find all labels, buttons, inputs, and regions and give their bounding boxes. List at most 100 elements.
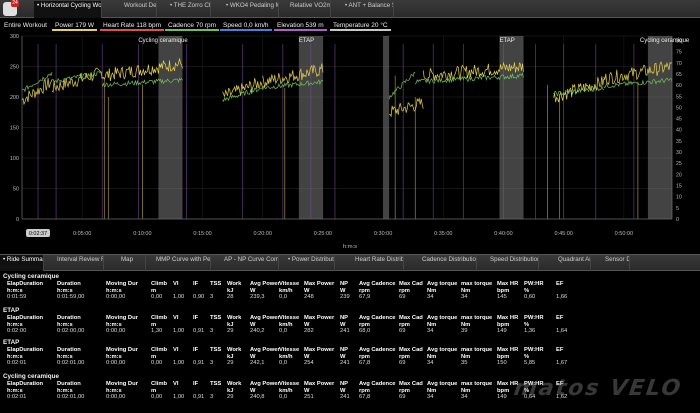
summary-header-cell: Max Cad [399, 315, 423, 321]
summary-value-cell: 0:02:01 [7, 360, 27, 366]
summary-value-cell: 0,00 [151, 294, 163, 300]
summary-row: ElapDuration Duration Moving Dur Climb VI IF T… [3, 281, 693, 288]
summary-row: 0:02:01 0:02:01,00 0:00,00 0,00 1,00 0,91 3 29 2… [3, 394, 693, 401]
summary-value-cell: 29 [227, 360, 234, 366]
summary-block-title: ETAP [3, 339, 20, 346]
summary-value-cell: 0:00,00 [106, 360, 126, 366]
tab-cadence-distribution[interactable]: Cadence Distribution Chart [419, 255, 477, 272]
tab-ap-np-curve[interactable]: AP - NP Curve Comparison [221, 255, 279, 272]
power-series [262, 63, 324, 88]
summary-header-cell: Moving Dur [106, 347, 138, 353]
summary-value-cell: 145 [497, 294, 507, 300]
summary-value-cell: 1,00 [173, 394, 185, 400]
summary-header-cell: Max Cad [399, 347, 423, 353]
summary-unit-cell: kJ [227, 353, 234, 360]
summary-row: 0:02:00 0:02:00,00 0:00,00 1,30 1,00 0,91 3 29 2… [3, 328, 693, 335]
summary-unit-cell: m [151, 287, 157, 294]
power-series [51, 67, 103, 93]
top-tab-bar: 24 • Horizontal Cycling Workout Pack DEF… [0, 0, 700, 18]
summary-unit-cell: Nm [461, 353, 471, 360]
summary-value-cell: 69 [399, 360, 406, 366]
tab-sensor-data[interactable]: Sensor Data [602, 255, 630, 272]
power-series [603, 61, 673, 86]
summary-value-cell: 0,00 [151, 360, 163, 366]
tab-ant-balance[interactable]: • ANT + Balance Scatter Plot [342, 1, 394, 18]
legend-temperature[interactable]: Temperature 20 °C [330, 21, 391, 31]
chart-grid [22, 35, 672, 220]
left-tick-label: 100 [10, 156, 19, 162]
summary-header-cell: TSS [210, 347, 222, 353]
chart-series [21, 58, 673, 219]
summary-header-cell: ElapDuration [7, 281, 44, 287]
summary-header-cell: NP [340, 315, 349, 321]
tab-wko4-pedaling[interactable]: • WKO4 Pedaling Metrics Pack [223, 1, 279, 18]
summary-value-cell: 35 [461, 360, 468, 366]
tab-quadrant-analysis[interactable]: Quadrant Analysis [555, 255, 591, 272]
tab-zorro-chart[interactable]: • THE Zorro Chart [167, 1, 211, 18]
summary-value-cell: 0,64 [524, 394, 536, 400]
summary-header-cell: Avg torque [427, 281, 458, 287]
left-tick-label: 50 [13, 187, 19, 193]
legend-power[interactable]: Power 179 W [52, 21, 98, 31]
summary-value-cell: 28 [227, 294, 234, 300]
summary-header-cell: Max HR [497, 281, 519, 287]
summary-unit-cell: W [304, 387, 310, 394]
legend-heart-rate[interactable]: Heart Rate 118 bpm [100, 21, 165, 31]
summary-unit-cell: Nm [427, 387, 437, 394]
right-tick-label: 55 [676, 94, 682, 100]
right-tick-label: 15 [676, 184, 682, 190]
tab-ride-summary[interactable]: • Ride Summary [0, 255, 44, 272]
tab-speed-distribution[interactable]: Speed Distribution Chart [487, 255, 539, 272]
power-series [222, 78, 264, 98]
summary-unit-cell: h:m:s [106, 387, 122, 394]
summary-value-cell: 0:02:00,00 [57, 328, 85, 334]
chart-svg: 3002502001501005008075706560555045403530… [10, 34, 690, 250]
tab-mmp-curve[interactable]: MMP Curve with Peaks Chart [153, 255, 211, 272]
summary-value-cell: 3 [210, 360, 214, 366]
summary-value-cell: 1,36 [524, 328, 536, 334]
summary-unit-cell: h:m:s [57, 387, 73, 394]
tab-interval-review[interactable]: Interval Review Report [54, 255, 104, 272]
summary-header-cell: max torque [461, 281, 493, 287]
tab-horizontal-cycling[interactable]: • Horizontal Cycling Workout Pack DEFAUL… [34, 1, 102, 18]
app-icon[interactable]: 24 [3, 0, 19, 16]
summary-header-cell: Work [227, 381, 242, 387]
legend-speed[interactable]: Speed 0,0 km/h [220, 21, 272, 31]
summary-header-cell: VI [173, 347, 179, 353]
summary-header-cell: EF [556, 381, 564, 387]
tab-relative-vo2max[interactable]: Relative VO2max Chart [287, 1, 331, 18]
summary-value-cell: 67,9 [359, 294, 371, 300]
time-tick-label: 0:45:00 [554, 231, 572, 237]
summary-value-cell: 69 [399, 328, 406, 334]
summary-header-cell: Avg torque [427, 381, 458, 387]
summary-row: ElapDuration Duration Moving Dur Climb VI IF T… [3, 381, 693, 388]
cadence-series [388, 71, 416, 100]
summary-header-cell: Duration [57, 315, 81, 321]
summary-unit-cell: h:m:s [7, 287, 23, 294]
summary-value-cell: 0:01:59,00 [57, 294, 85, 300]
summary-unit-cell: h:m:s [7, 387, 23, 394]
summary-header-cell: Avg Cadence [359, 381, 396, 387]
summary-header-cell: Max HR [497, 347, 519, 353]
summary-value-cell: 67,8 [359, 360, 371, 366]
tab-power-distribution[interactable]: • Power Distribution Chart [285, 255, 335, 272]
summary-value-cell: 149 [497, 394, 507, 400]
summary-header-cell: Max Power [304, 347, 335, 353]
summary-unit-cell: W [250, 353, 256, 360]
summary-block: ETAP ElapDuration Duration Moving Dur Climb V… [3, 339, 693, 367]
elevation-series [37, 44, 635, 219]
summary-header-cell: ElapDuration [7, 347, 44, 353]
summary-header-cell: Max Cad [399, 281, 423, 287]
summary-unit-cell: W [250, 321, 256, 328]
workout-chart[interactable]: Entire Workout Power 179 W Heart Rate 11… [0, 18, 700, 254]
summary-header-cell: Work [227, 281, 242, 287]
tab-map[interactable]: Map [118, 255, 146, 272]
tab-hr-distribution[interactable]: Heart Rate Distribution Chart [352, 255, 404, 272]
tab-workout-details[interactable]: Workout Details [121, 1, 157, 18]
legend-cadence[interactable]: Cadence 70 rpm [165, 21, 220, 31]
legend-elevation[interactable]: Elevation 539 m [274, 21, 327, 31]
summary-value-cell: 0:00,00 [106, 294, 126, 300]
summary-value-cell: 1,00 [173, 360, 185, 366]
summary-value-cell: 68,0 [359, 328, 371, 334]
